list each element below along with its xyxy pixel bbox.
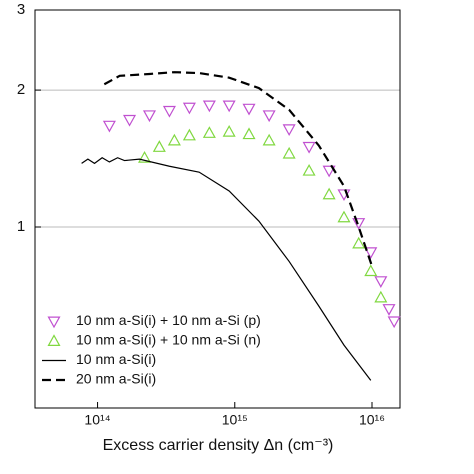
legend-label: 10 nm a-Si(i) + 10 nm a-Si (n) bbox=[76, 332, 261, 348]
data-point bbox=[222, 124, 236, 137]
data-point bbox=[374, 276, 388, 288]
x-tick-label: 10¹⁵ bbox=[222, 412, 248, 428]
data-line bbox=[103, 71, 374, 267]
data-point bbox=[374, 290, 388, 303]
data-point bbox=[262, 133, 276, 146]
data-point bbox=[182, 102, 196, 115]
data-point bbox=[302, 141, 316, 154]
data-point bbox=[242, 103, 256, 116]
data-point bbox=[202, 100, 216, 113]
data-point bbox=[162, 105, 176, 118]
x-tick-label: 10¹⁴ bbox=[84, 412, 110, 428]
y-tick-label: 1 bbox=[17, 218, 25, 235]
data-point bbox=[262, 110, 276, 123]
y-tick-label: 3 bbox=[17, 1, 25, 18]
data-point bbox=[282, 124, 296, 137]
plot-frame bbox=[34, 9, 401, 409]
data-point bbox=[123, 114, 137, 127]
y-tick-label: 2 bbox=[17, 81, 25, 98]
data-point bbox=[142, 110, 157, 123]
data-point bbox=[364, 264, 378, 277]
data-point bbox=[167, 133, 181, 146]
legend-label: 10 nm a-Si(i) + 10 nm a-Si (p) bbox=[76, 312, 261, 328]
legend-label: 20 nm a-Si(i) bbox=[76, 371, 156, 387]
data-point bbox=[222, 100, 236, 113]
data-point bbox=[282, 146, 296, 159]
data-point bbox=[138, 151, 152, 163]
data-point bbox=[352, 218, 366, 230]
data-line bbox=[81, 157, 372, 381]
data-point bbox=[322, 165, 336, 178]
data-point bbox=[382, 304, 396, 316]
data-point bbox=[364, 247, 378, 259]
legend-label: 10 nm a-Si(i) bbox=[76, 351, 156, 367]
data-point bbox=[302, 163, 316, 176]
data-point bbox=[352, 236, 366, 249]
data-point bbox=[152, 140, 166, 152]
x-axis-title: Excess carrier density Δn (cm⁻³) bbox=[103, 437, 334, 454]
data-point bbox=[242, 127, 256, 140]
data-point bbox=[102, 120, 116, 133]
legend-marker bbox=[47, 316, 61, 329]
data-point bbox=[202, 126, 216, 138]
data-point bbox=[182, 128, 196, 141]
data-point bbox=[387, 316, 401, 329]
data-point bbox=[322, 187, 336, 200]
data-point bbox=[337, 210, 351, 223]
x-tick-label: 10¹⁶ bbox=[359, 412, 385, 428]
legend-marker bbox=[47, 334, 61, 346]
